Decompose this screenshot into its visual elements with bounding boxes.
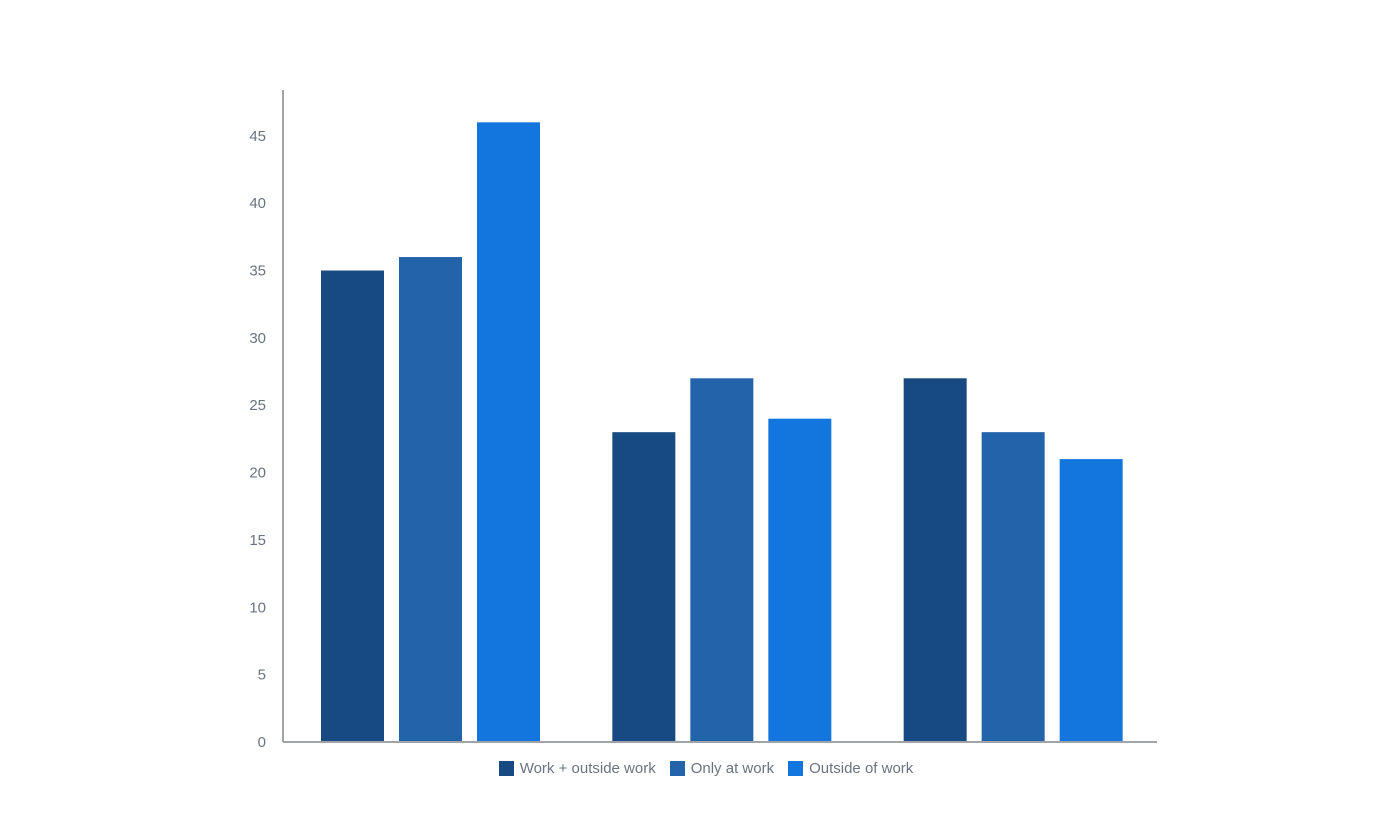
bar: [321, 270, 384, 742]
legend-swatch: [669, 761, 685, 776]
legend-label: Work + outside work: [519, 760, 656, 777]
bar: [612, 432, 676, 742]
legend-label: Outside of work: [809, 760, 914, 777]
y-tick-label: 35: [249, 263, 266, 280]
legend-item: Only at work: [669, 760, 775, 777]
legend-label: Only at work: [690, 760, 775, 777]
legend: Work + outside work Only at work Outside o…: [0, 760, 1392, 777]
legend-item: Outside of work: [788, 760, 913, 777]
bar: [1059, 459, 1123, 742]
y-tick-label: 25: [249, 397, 266, 414]
y-tick-label: 45: [249, 128, 266, 145]
legend-swatch: [498, 761, 514, 776]
bar: [768, 418, 832, 742]
bar: [981, 432, 1045, 742]
y-tick-label: 0: [258, 734, 266, 751]
y-tick-label: 30: [249, 330, 266, 347]
legend-swatch: [788, 761, 804, 776]
y-tick-label: 20: [249, 465, 266, 482]
bar: [903, 378, 967, 742]
y-tick-label: 10: [249, 599, 266, 616]
bar: [477, 122, 540, 743]
y-tick-label: 40: [249, 195, 266, 212]
y-tick-label: 5: [258, 667, 266, 684]
legend-item: Work + outside work: [498, 760, 656, 777]
bar: [690, 378, 754, 742]
y-tick-label: 15: [249, 532, 266, 549]
bar: [399, 257, 462, 742]
